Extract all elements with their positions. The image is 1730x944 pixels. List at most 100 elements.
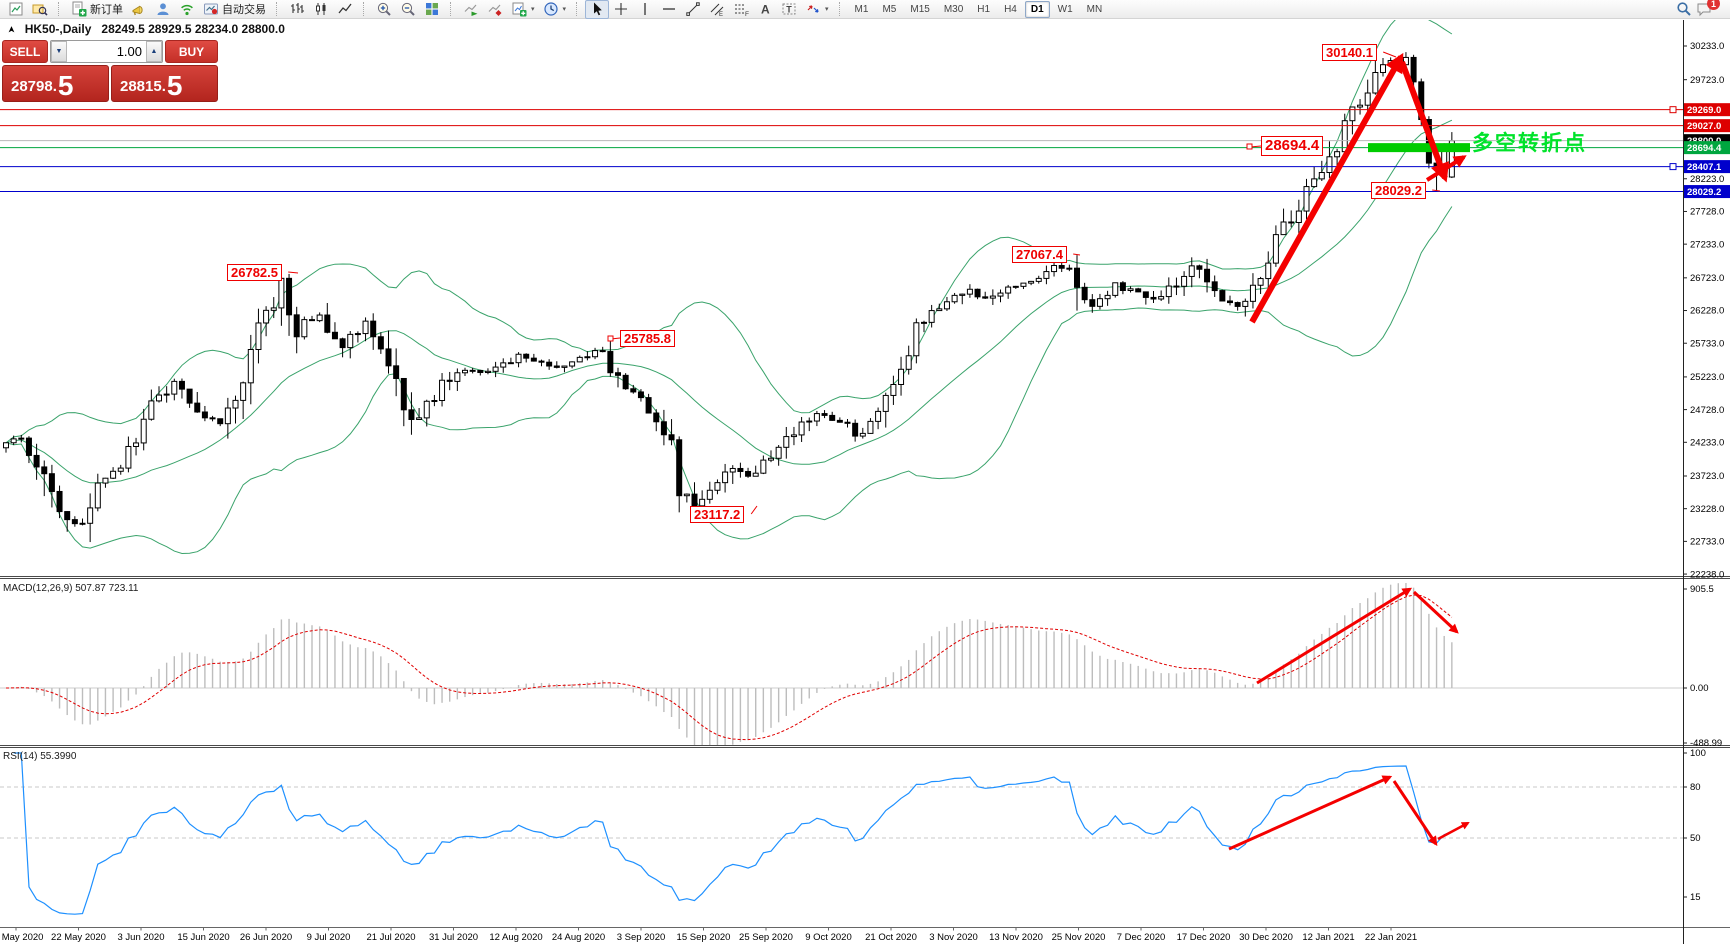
timeframe-M5-button[interactable]: M5	[882, 3, 897, 15]
sell-button[interactable]: SELL	[2, 40, 48, 63]
zoom-in-button[interactable]	[372, 0, 396, 19]
price-annotation[interactable]: 26782.5	[227, 264, 282, 281]
price-axis-tick: 25223.0	[1690, 372, 1724, 383]
vertical-line-button[interactable]	[633, 0, 657, 19]
zoom-out-button[interactable]	[396, 0, 420, 19]
price-axis-label-box	[1684, 185, 1730, 199]
new-order-button[interactable]: 新订单	[67, 0, 127, 19]
buy-price-main: 28815	[120, 78, 162, 95]
macd-signal-line	[5, 594, 1453, 741]
buy-price-display[interactable]: 28815. 5	[111, 65, 218, 102]
symbol-ohlc-values: 28249.5 28929.5 28234.0 28800.0	[101, 22, 285, 36]
timeframe-MN-button[interactable]: MN	[1086, 3, 1103, 15]
chart-shift-button[interactable]	[483, 0, 507, 19]
text-label-button[interactable]: T	[777, 0, 801, 19]
sell-price-separator: .	[52, 78, 57, 95]
fibonacci-icon: F	[735, 4, 749, 17]
autotrading-button[interactable]: 自动交易	[199, 0, 270, 19]
equidistant-channel-button[interactable]: E	[705, 0, 729, 19]
timeframe-M15-button[interactable]: M15	[910, 3, 930, 15]
sell-price-decimal: 5	[57, 70, 74, 101]
rsi-layer	[0, 752, 1683, 915]
arrows-button[interactable]: ▾	[801, 0, 833, 19]
profiles-button[interactable]	[28, 0, 52, 19]
date-axis-label: 17 Dec 2020	[1177, 932, 1231, 943]
new-chart-button[interactable]	[4, 0, 28, 19]
date-axis-label: 3 Nov 2020	[929, 932, 978, 943]
line-chart-button[interactable]	[333, 0, 357, 19]
time-period-button[interactable]: ▾	[539, 0, 571, 19]
toolbar-separator	[276, 2, 281, 16]
crosshair-button[interactable]	[609, 0, 633, 19]
price-axis-tick: 29723.0	[1690, 75, 1724, 86]
date-axis-label: 15 Jun 2020	[177, 932, 229, 943]
cursor-button[interactable]	[585, 0, 610, 19]
horizontal-line-button[interactable]	[657, 0, 681, 19]
bar-chart-button[interactable]	[285, 0, 309, 19]
main-toolbar: 新订单 自动交易 ▾ ▾ E F A T ▾ M1 M5 M15 M30 H1 H4 D1 W1 MN 1	[0, 0, 1730, 19]
sell-price-display[interactable]: 28798. 5	[2, 65, 109, 102]
notification-badge: 1	[1707, 0, 1720, 10]
buy-button[interactable]: BUY	[165, 40, 218, 63]
search-button[interactable]	[1672, 0, 1696, 19]
signals-icon	[181, 4, 193, 16]
rsi-axis-tick: 100	[1690, 748, 1706, 759]
signals-button[interactable]	[175, 0, 199, 19]
svg-text:F: F	[745, 11, 749, 17]
timeframe-M1-button[interactable]: M1	[854, 3, 869, 15]
annotation-callout-line	[750, 505, 758, 515]
price-annotation[interactable]: 30140.1	[1322, 44, 1377, 61]
timeframe-W1-button[interactable]: W1	[1057, 3, 1073, 15]
price-axis-label: 29269.0	[1687, 105, 1721, 116]
text-label-icon: T	[782, 3, 796, 15]
vertical-line-icon	[644, 3, 646, 15]
chevron-down-icon: ▾	[531, 6, 535, 13]
date-axis-label: 24 Aug 2020	[552, 932, 605, 943]
timeframe-D1-button[interactable]: D1	[1024, 0, 1050, 18]
chat-button[interactable]: 1	[1696, 0, 1720, 17]
tile-windows-button[interactable]	[420, 0, 444, 19]
volume-decrease-button[interactable]: ▼	[51, 41, 67, 62]
community-icon	[157, 3, 169, 15]
volume-increase-button[interactable]: ▲	[146, 41, 162, 62]
rsi-indicator-label: RSI(14) 55.3990	[3, 751, 77, 762]
price-annotation[interactable]: 28694.4	[1261, 136, 1324, 156]
line-chart-icon	[338, 3, 352, 14]
trend-arrow	[1249, 52, 1404, 324]
price-axis-label: 29027.0	[1687, 121, 1721, 132]
text-icon: A	[761, 3, 770, 17]
chart-title-bar: ➤ HK50-,Daily 28249.5 28929.5 28234.0 28…	[7, 22, 285, 36]
candlestick-chart-button[interactable]	[309, 0, 333, 19]
trendline-button[interactable]	[681, 0, 705, 19]
timeframe-H4-button[interactable]: H4	[1004, 3, 1017, 15]
annotation-callout-line	[288, 271, 299, 274]
volume-input[interactable]	[67, 41, 146, 62]
turning-point-highlight-bar[interactable]	[1368, 143, 1470, 153]
trend-arrows-layer[interactable]	[1228, 52, 1470, 851]
hline-handle	[1669, 163, 1677, 171]
community-button[interactable]	[151, 0, 175, 19]
trend-arrow	[1412, 590, 1459, 634]
price-annotation[interactable]: 23117.2	[690, 506, 745, 523]
buy-price-separator: .	[161, 78, 166, 95]
date-axis-label: 12 Jan 2021	[1302, 932, 1354, 943]
price-annotation[interactable]: 28029.2	[1371, 182, 1426, 199]
trend-arrow	[1392, 780, 1438, 846]
macd-axis-tick: -488.99	[1690, 738, 1722, 749]
toolbar-separator	[838, 2, 844, 16]
sell-price-main: 28798	[11, 78, 53, 95]
auto-scroll-button[interactable]	[459, 0, 483, 19]
price-annotation[interactable]: 27067.4	[1012, 246, 1067, 263]
macd-axis-tick: 0.00	[1690, 683, 1709, 694]
new-chart-dropdown-button[interactable]: ▾	[507, 0, 539, 19]
time-period-icon	[543, 2, 558, 16]
price-axis-label-box	[1684, 141, 1730, 155]
fibonacci-button[interactable]: F	[729, 0, 753, 19]
price-annotation[interactable]: 25785.8	[620, 330, 675, 347]
timeframe-H1-button[interactable]: H1	[977, 3, 991, 15]
text-button[interactable]: A	[753, 0, 777, 19]
timeframe-M30-button[interactable]: M30	[943, 3, 964, 15]
announcement-button[interactable]	[127, 0, 151, 19]
turning-point-note-text[interactable]: 多空转折点	[1472, 132, 1587, 155]
candles-layer	[3, 52, 1455, 543]
